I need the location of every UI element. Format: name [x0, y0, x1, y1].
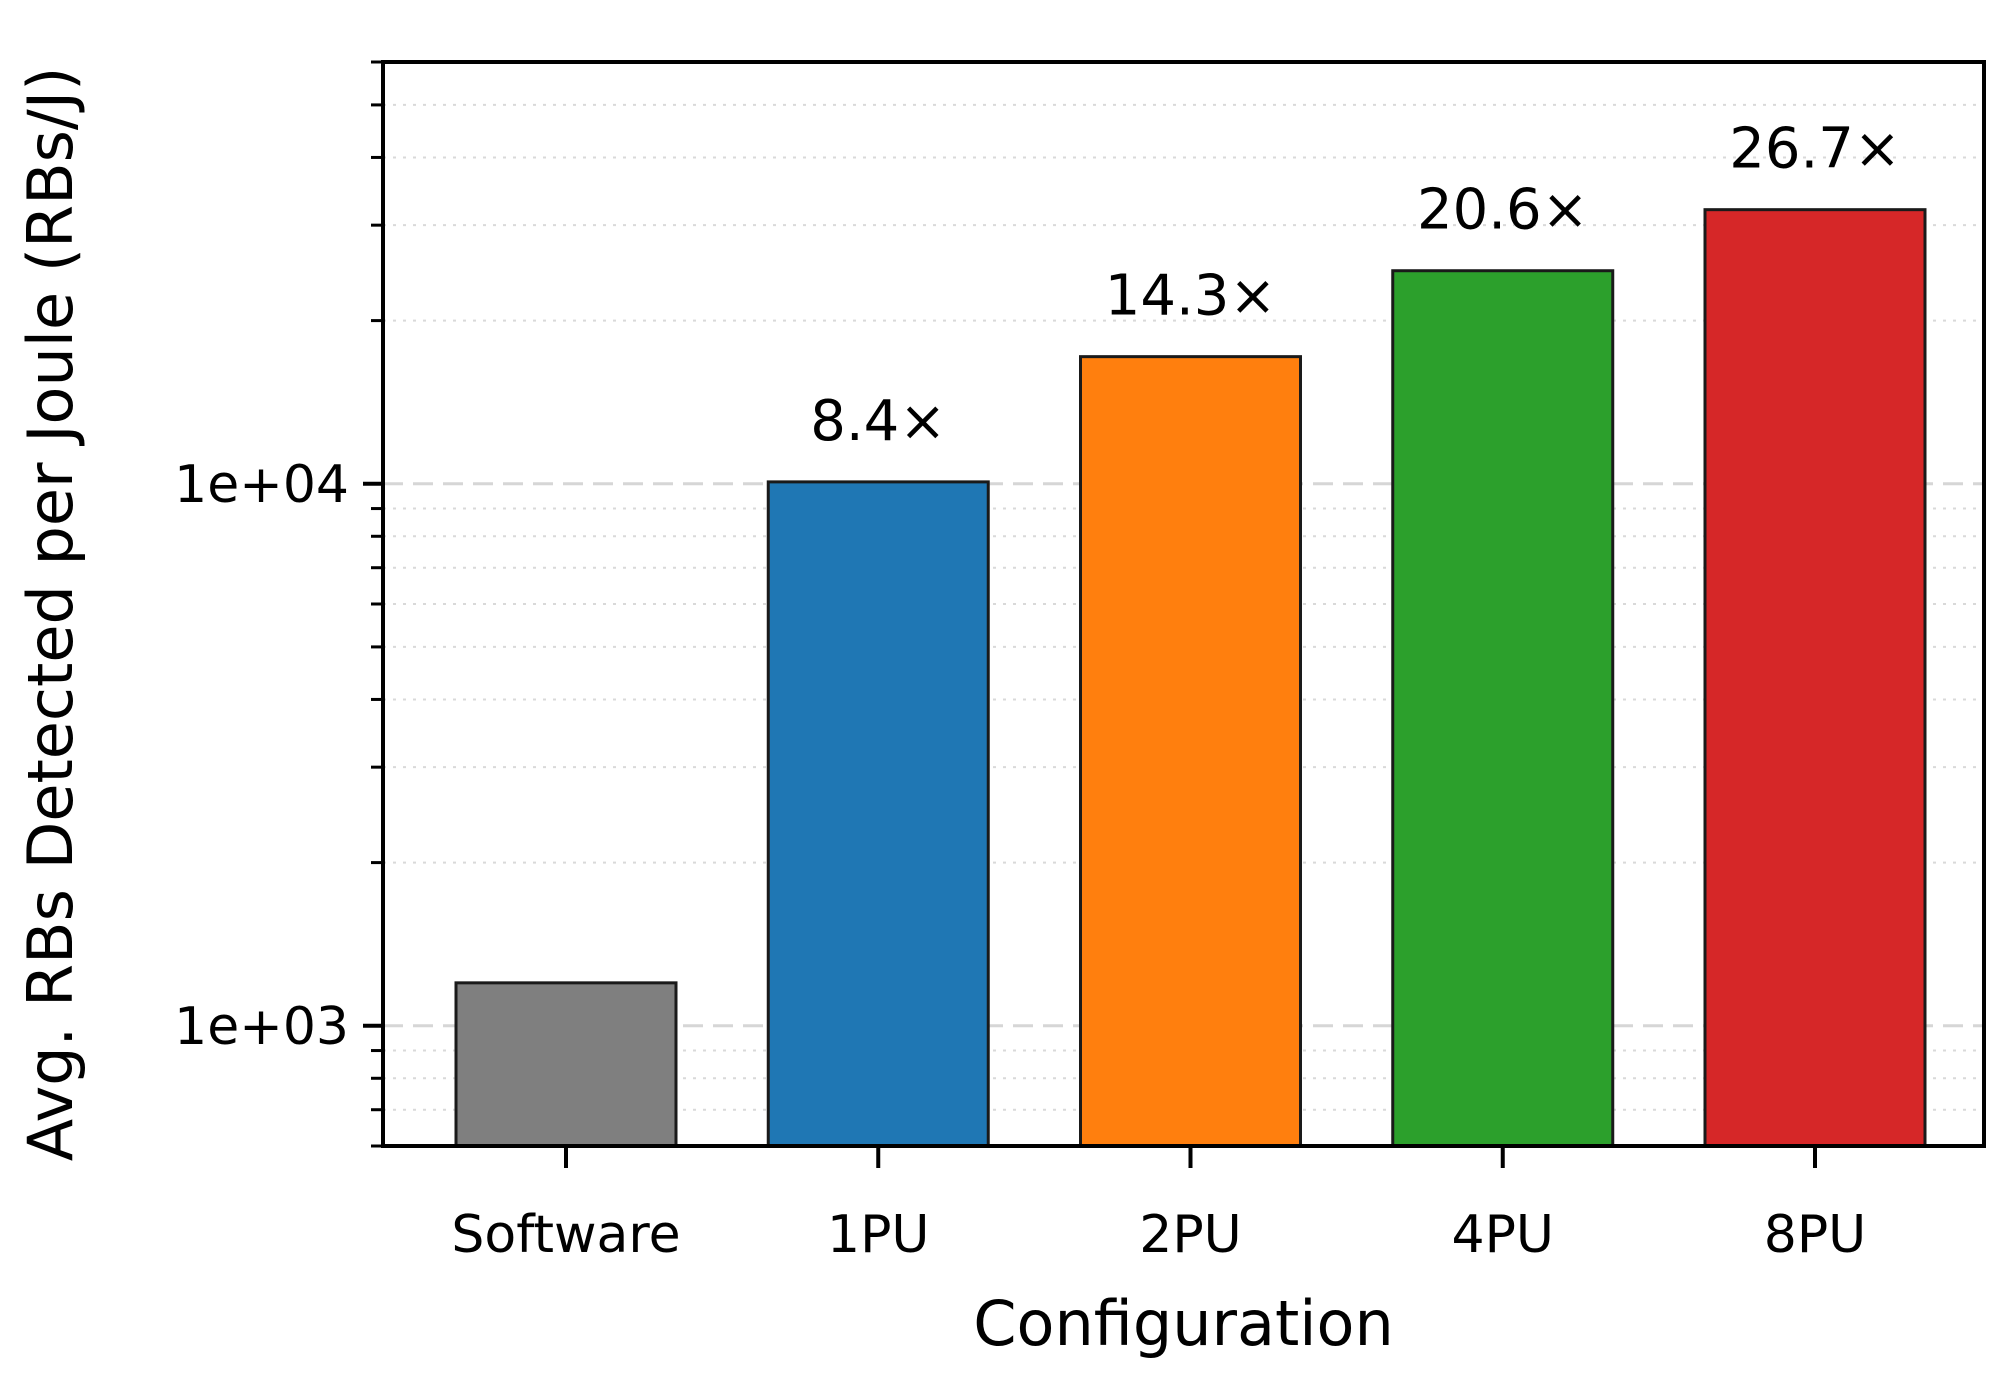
bar-value-label: 26.7× — [1729, 117, 1901, 182]
x-tick-label: 2PU — [1139, 1205, 1242, 1265]
x-tick-label: Software — [451, 1205, 680, 1265]
x-axis-ticks: Software 1PU 2PU 4PU 8PU — [451, 1146, 1866, 1265]
y-tick-label: 1e+04 — [174, 455, 349, 515]
y-tick-label: 1e+03 — [174, 997, 349, 1057]
bar-1pu — [766, 480, 990, 1148]
bar-value-label: 14.3× — [1105, 264, 1277, 329]
x-tick-label: 4PU — [1451, 1205, 1554, 1265]
bar-labels: 8.4× 14.3× 20.6× 26.7× — [810, 117, 1901, 454]
y-axis-ticks: 1e+03 1e+04 — [174, 60, 383, 1148]
bar-software — [454, 981, 678, 1148]
x-tick-label: 1PU — [827, 1205, 930, 1265]
bar-value-label: 20.6× — [1417, 178, 1589, 243]
bar-4pu — [1391, 269, 1615, 1148]
bar-2pu — [1079, 355, 1302, 1148]
bar-value-label: 8.4× — [810, 389, 946, 454]
bar-8pu — [1703, 208, 1927, 1148]
y-axis-title: Avg. RBs Detected per Joule (RBs/J) — [14, 67, 87, 1162]
x-axis-title: Configuration — [973, 1287, 1393, 1360]
x-tick-label: 8PU — [1764, 1205, 1867, 1265]
bars — [454, 208, 1927, 1148]
